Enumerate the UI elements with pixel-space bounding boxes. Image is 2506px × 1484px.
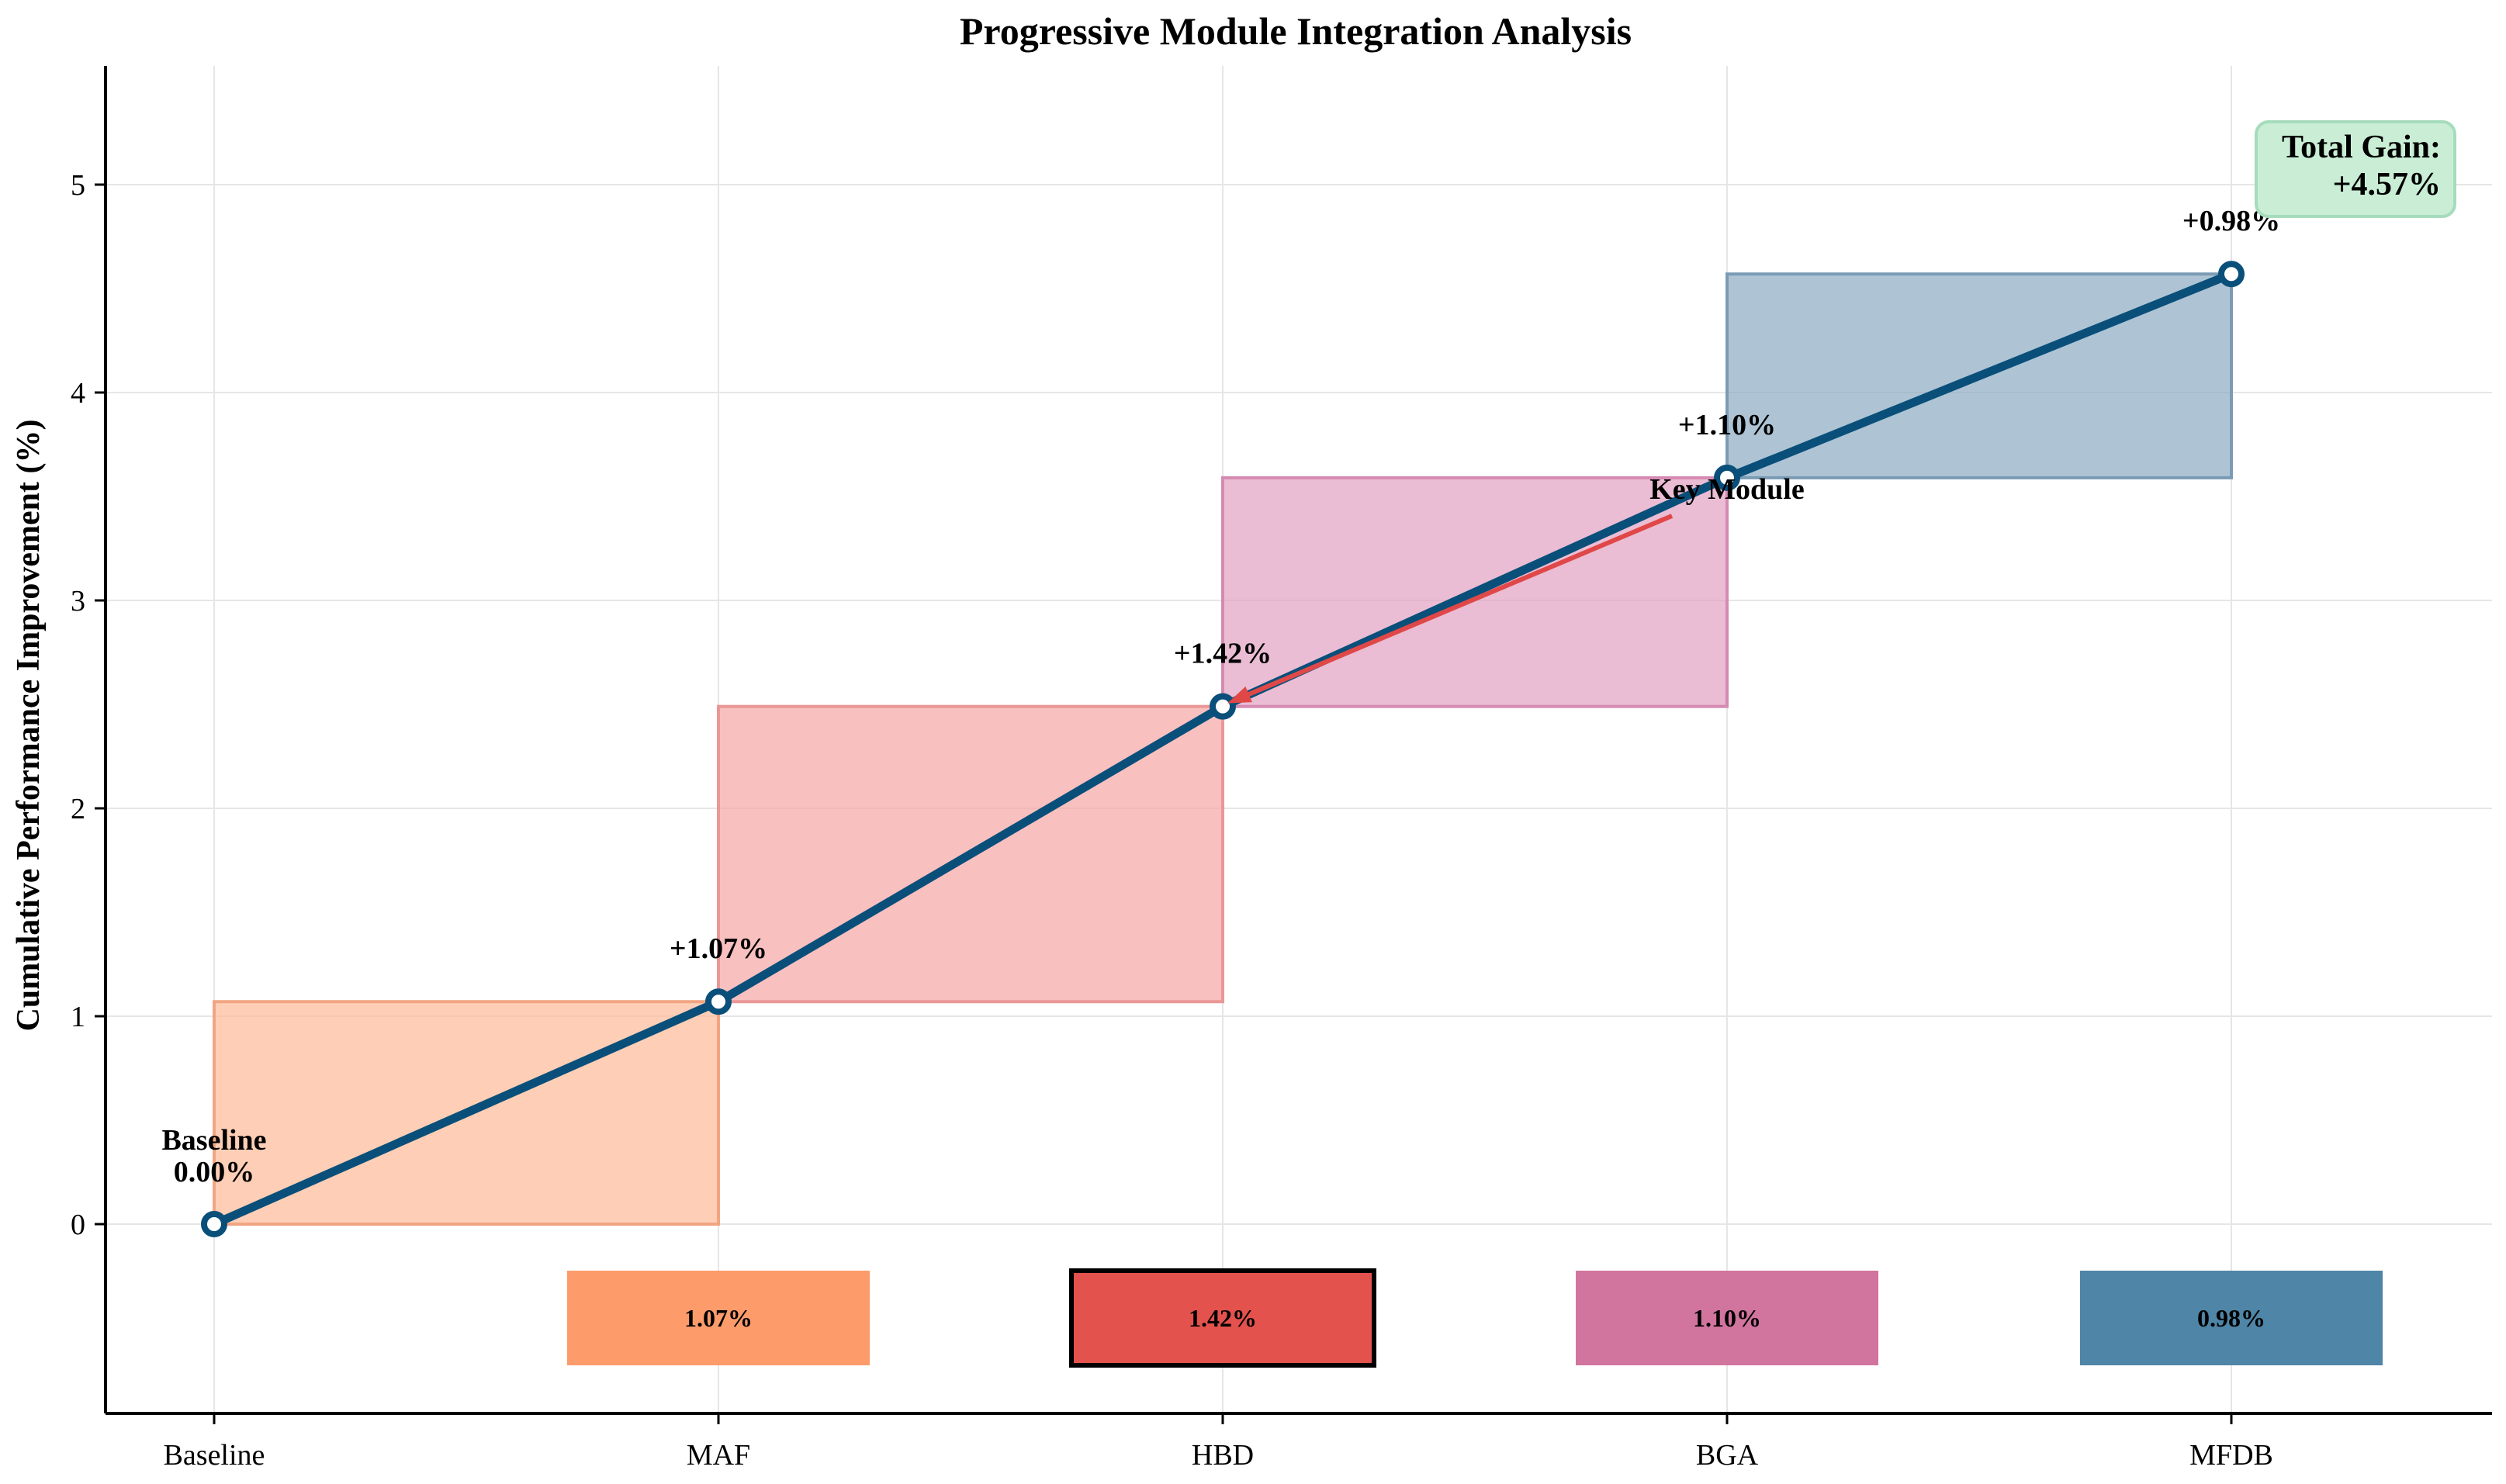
data-point-bga	[1714, 464, 1740, 491]
tile-mfdb	[2080, 1271, 2383, 1365]
y-tick-label-0: 0	[71, 1209, 85, 1241]
key-module-annotation: Key Module	[1227, 473, 1805, 704]
data-point-hbd	[1210, 693, 1236, 720]
x-tick-label-bga: BGA	[1696, 1439, 1759, 1472]
tile-label-hbd: 1.42%	[1189, 1304, 1257, 1332]
x-tick-label-maf: MAF	[687, 1439, 750, 1472]
data-point-mfdb	[2218, 261, 2245, 288]
tile-hbd	[1069, 1268, 1376, 1368]
y-tick-label-5: 5	[71, 169, 85, 202]
x-tick-label-hbd: HBD	[1192, 1439, 1254, 1472]
y-tick-label-4: 4	[71, 377, 85, 410]
tile-label-maf: 1.07%	[684, 1304, 753, 1332]
y-tick-label-2: 2	[71, 793, 85, 825]
tile-maf	[567, 1271, 870, 1365]
cumulative-line	[201, 261, 2245, 1237]
y-tick-label-3: 3	[71, 585, 85, 617]
total-gain-value: +4.57%	[2333, 167, 2441, 202]
tile-label-mfdb: 0.98%	[2197, 1304, 2265, 1332]
y-tick-label-1: 1	[71, 1001, 85, 1033]
increment-label-hbd: +1.42%	[1174, 638, 1272, 670]
x-tick-label-baseline: Baseline	[164, 1439, 265, 1472]
key-module-arrow-shaft	[1248, 514, 1674, 697]
tile-bga	[1576, 1271, 1878, 1365]
data-point-baseline	[201, 1211, 227, 1237]
key-module-arrow-head	[1227, 686, 1252, 704]
axes: 0 1 2 3 4 5 Baseline MAF HBD BGA MFDB	[71, 66, 2492, 1472]
x-tick-label-mfdb: MFDB	[2189, 1439, 2273, 1472]
total-gain-box: Total Gain:+4.57%	[2255, 120, 2456, 218]
increment-tiles: 1.07% 1.42% 1.10% 0.98%	[567, 1268, 2383, 1368]
data-point-maf	[705, 988, 732, 1015]
total-gain-title: Total Gain:	[2282, 130, 2441, 165]
baseline-label: Baseline	[161, 1124, 266, 1157]
key-module-label: Key Module	[1649, 473, 1804, 506]
total-gain-box-bg	[2255, 120, 2456, 218]
increment-label-bga: +1.10%	[1678, 409, 1776, 441]
tile-label-bga: 1.10%	[1693, 1304, 1761, 1332]
baseline-value-label: 0.00%	[174, 1156, 255, 1188]
chart-title: Progressive Module Integration Analysis	[960, 9, 1632, 53]
increment-label-maf: +1.07%	[670, 932, 767, 965]
y-axis-label: Cumulative Performance Improvement (%)	[11, 420, 47, 1032]
